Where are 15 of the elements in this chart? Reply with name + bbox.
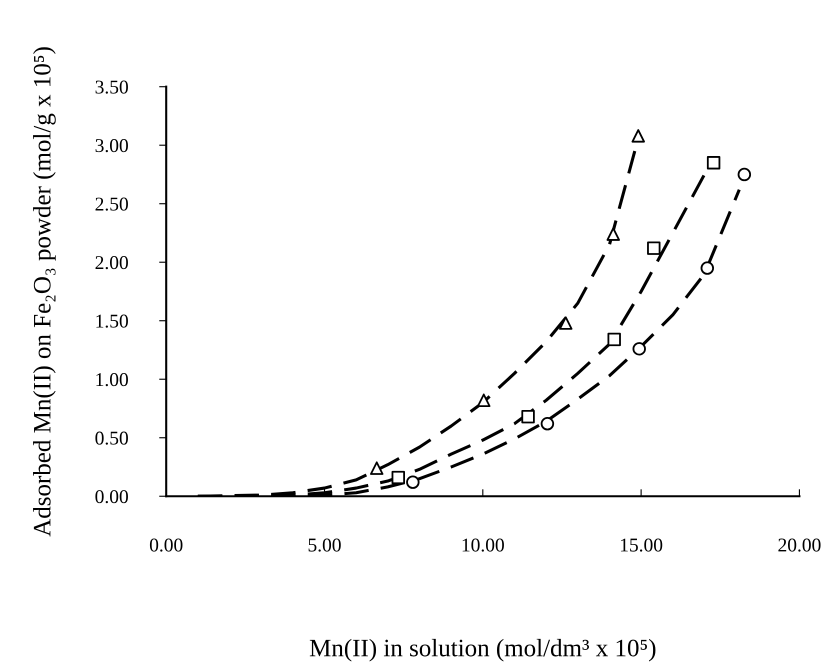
y-tick-label: 0.00	[95, 490, 128, 504]
y-tick-label: 3.50	[96, 80, 128, 94]
y-tick-label: 0.50	[95, 432, 128, 445]
y-tick-label: 1.50	[96, 314, 128, 328]
y-tick-label: 3.00	[96, 139, 128, 152]
y-axis-title: Adsorbed Mn(II) on Fe₂O₃ powder (mol/g x 10⁵)	[33, 47, 56, 537]
x-axis-title: Mn(II) in solution (mol/dm³ x 10⁵)	[310, 638, 656, 662]
x-tick-label: 5.00	[308, 538, 341, 552]
y-tick-label: 2.50	[96, 198, 128, 211]
x-tick-label: 0.00	[150, 538, 182, 552]
x-tick-label: 10.00	[462, 538, 504, 552]
x-tick-label: 15.00	[620, 538, 662, 552]
y-tick-label: 2.00	[96, 256, 128, 270]
y-tick-label: 1.00	[96, 373, 128, 386]
x-tick-label: 20.00	[778, 538, 821, 552]
